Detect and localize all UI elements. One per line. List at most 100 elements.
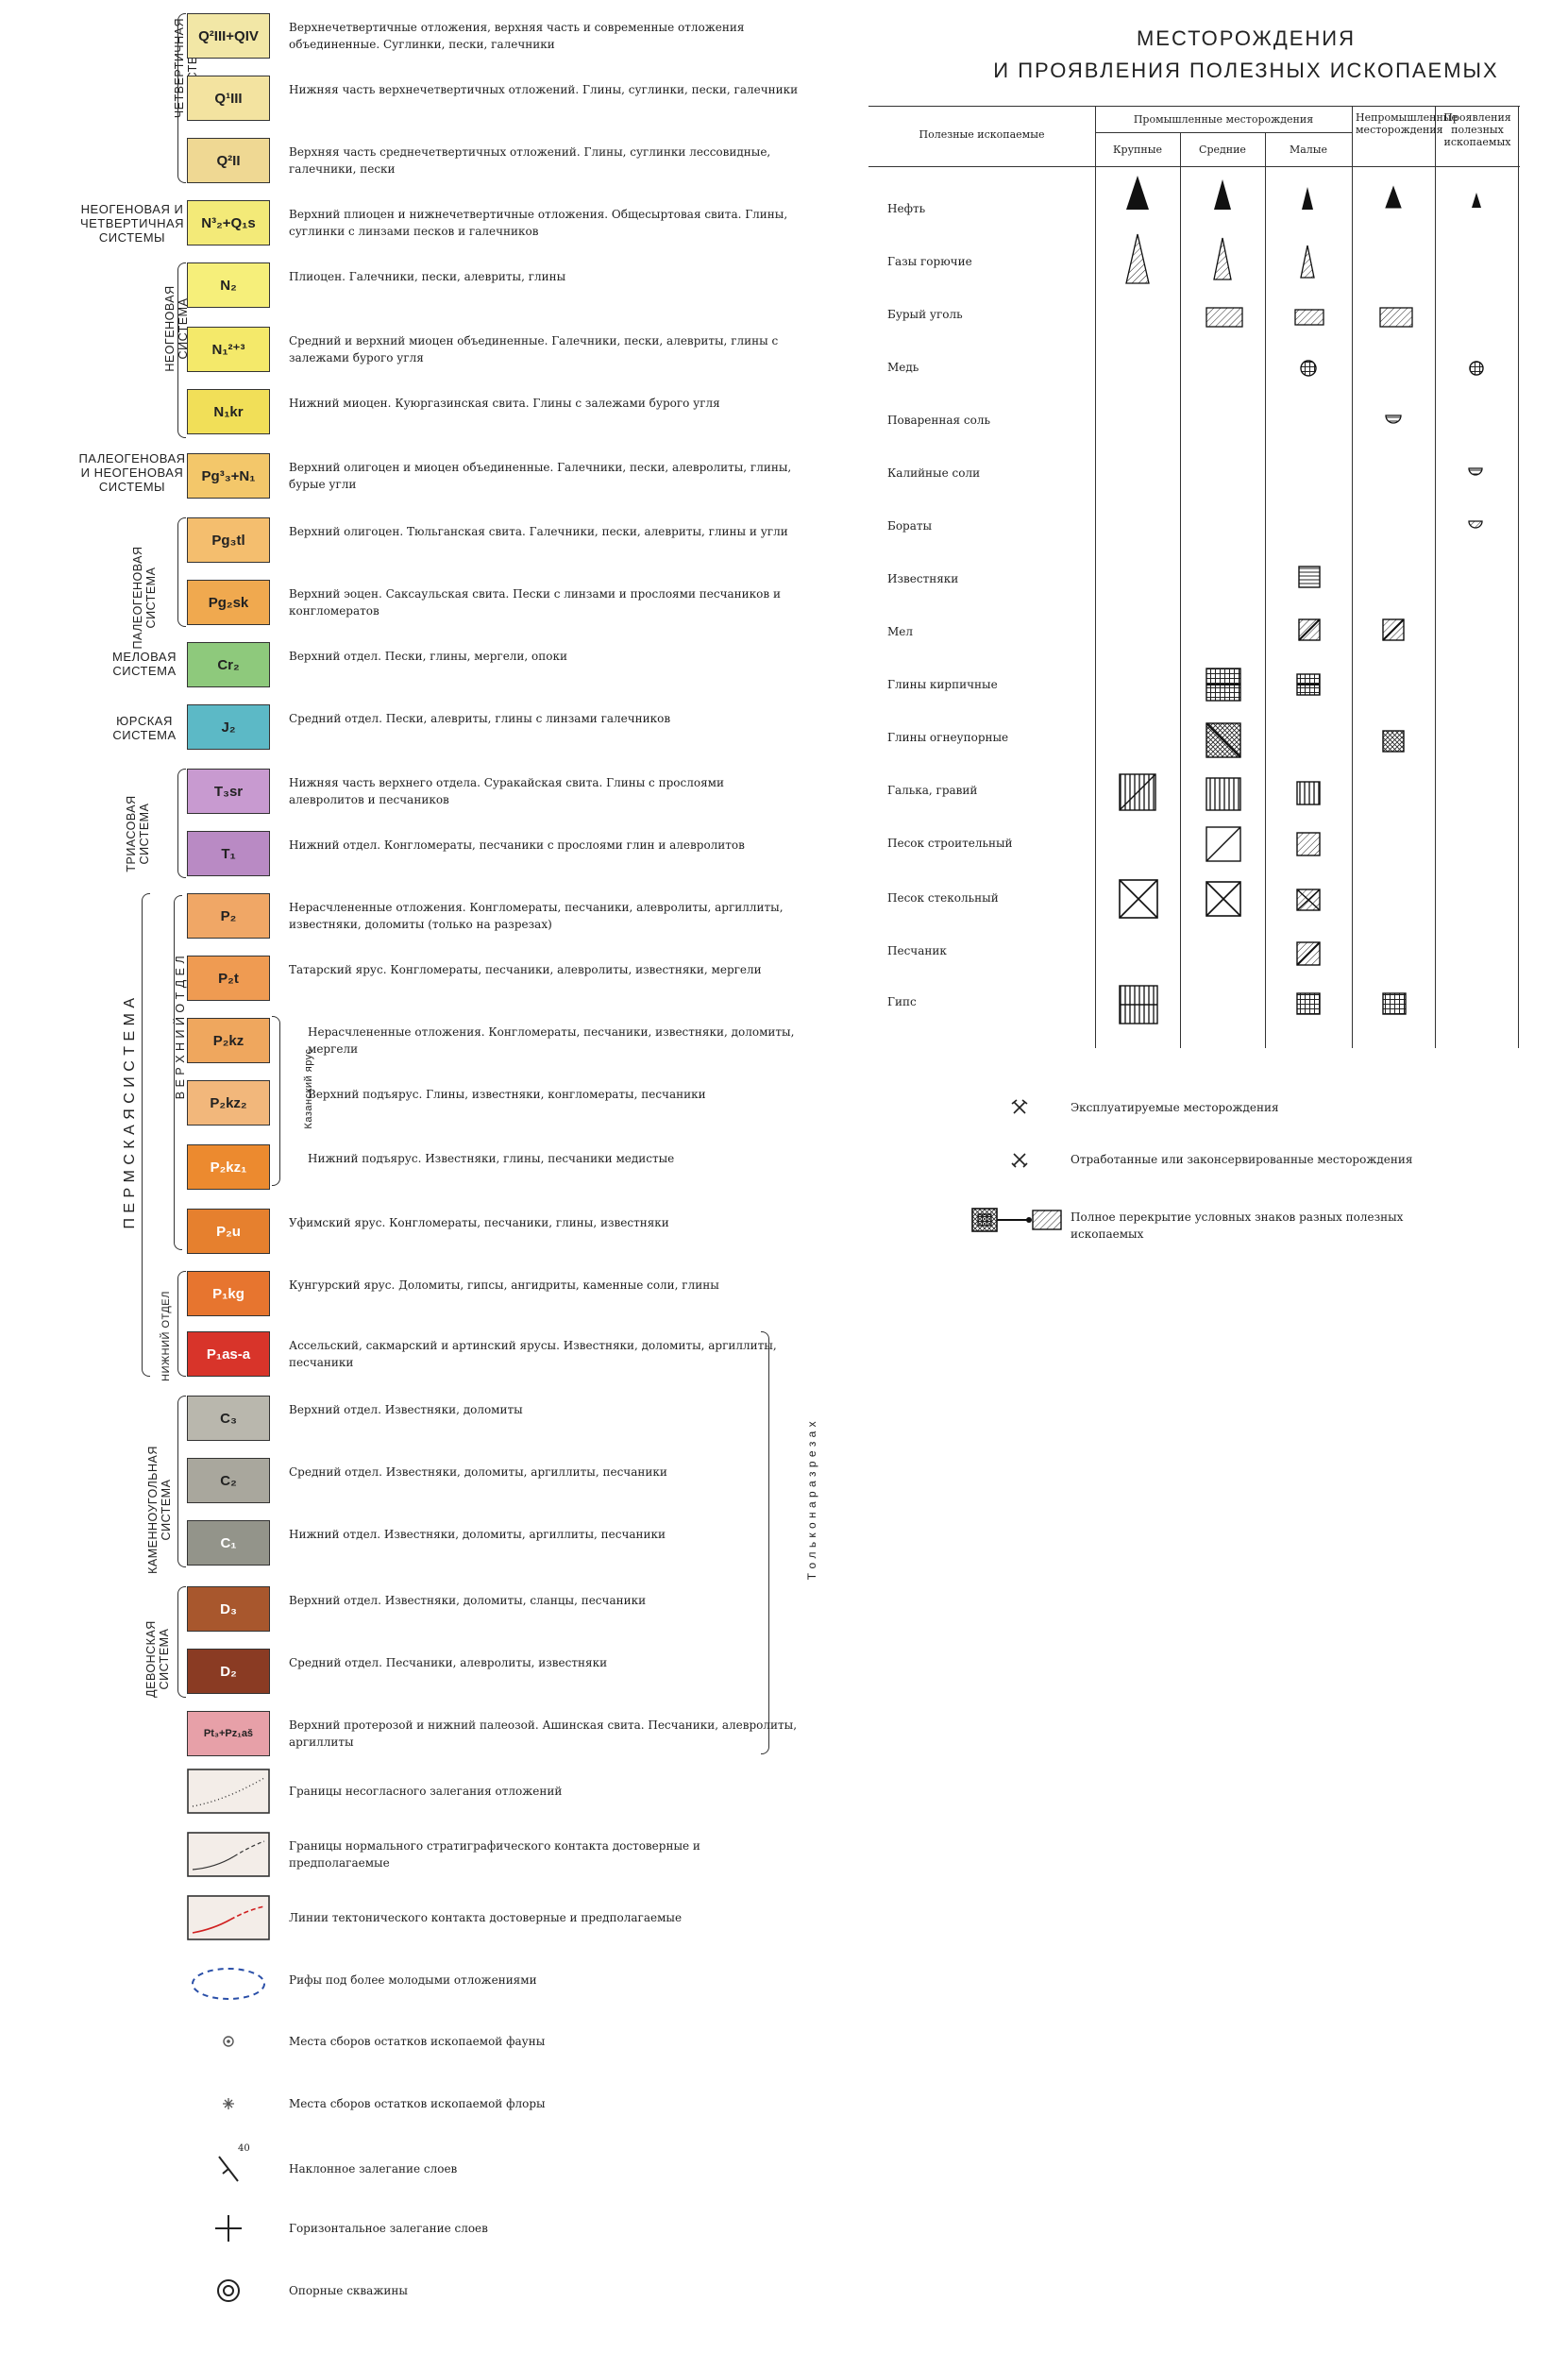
unit-description: Верхний эоцен. Саксаульская свита. Пески… [289, 587, 781, 618]
mineral-row-label: Известняки [887, 572, 959, 585]
fauna-collection-icon [223, 2036, 234, 2047]
unit-description: Верхний олигоцен и миоцен объединенные. … [289, 461, 792, 491]
system-label-paleogene: ПАЛЕОГЕНОВАЯ СИСТЕМА [131, 546, 158, 650]
mineral-row-label: Глины кирпичные [887, 678, 998, 691]
system-label-neogene: НЕОГЕНОВАЯ СИСТЕМА [163, 285, 190, 372]
brace-triassic [177, 769, 186, 878]
mineral-row-label: Песок строительный [887, 837, 1013, 850]
unit-description: Средний отдел. Известняки, доломиты, арг… [289, 1465, 667, 1479]
symbol-desc-flora: Места сборов остатков ископаемой флоры [289, 2097, 546, 2110]
unit-description: Средний и верхний миоцен объединенные. Г… [289, 334, 779, 364]
mineral-row-label: Калийные соли [887, 466, 981, 480]
salt-icon [1385, 415, 1402, 424]
mineral-symbols [1119, 176, 1484, 1024]
col-header-nonindustrial: Непромышленные месторождения [1356, 111, 1458, 136]
mineral-row-label: Глины огнеупорные [887, 731, 1009, 744]
mineral-row-label: Газы горючие [887, 255, 972, 268]
unit-code-box: N₁²⁺³ [187, 327, 270, 372]
symbol-desc-inclined-bedding: Наклонное залегание слоев [289, 2162, 458, 2175]
unit-code-box: N³₂+Q₁s [187, 200, 270, 245]
mineral-row-label: Гипс [887, 995, 917, 1008]
brace-quaternary [177, 13, 186, 183]
unit-code-box: P₂kz₁ [187, 1144, 270, 1190]
symbol-desc-fauna: Места сборов остатков ископаемой фауны [289, 2035, 546, 2048]
mineral-row-label: Мел [887, 625, 914, 638]
overlap-symbol-icon [971, 1208, 1062, 1232]
unit-description: Уфимский ярус. Конгломераты, песчаники, … [289, 1216, 669, 1229]
mineral-row-label: Поваренная соль [887, 414, 991, 427]
symbol-desc-buried-reef: Рифы под более молодыми отложениями [289, 1973, 537, 1987]
brace-permian [142, 893, 150, 1377]
brown-coal-icon [1206, 307, 1413, 328]
brace-kazanian [272, 1016, 280, 1186]
symbol-fauna [187, 2019, 270, 2064]
flora-collection-icon [223, 2098, 234, 2109]
unit-description: Нижняя часть верхнего отдела. Суракайска… [289, 776, 724, 806]
unit-code-box: P₂kz₂ [187, 1080, 270, 1126]
unit-description: Верхний отдел. Пески, глины, мергели, оп… [289, 650, 567, 663]
system-label-devonian: ДЕВОНСКАЯ СИСТЕМА [144, 1620, 171, 1698]
unit-code-box: Q²III+QIV [187, 13, 270, 59]
building-sand-icon [1206, 826, 1321, 862]
symbol-inclined-bedding: 40 [187, 2143, 270, 2189]
brace-devonian [177, 1586, 186, 1698]
inclined-bedding-icon [218, 2156, 239, 2182]
gravel-icon [1119, 773, 1321, 811]
horizontal-bedding-icon [215, 2215, 242, 2242]
system-label-triassic: ТРИАСОВАЯ СИСТЕМА [125, 795, 151, 872]
minerals-title-line2: И ПРОЯВЛЕНИЯ ПОЛЕЗНЫХ ИСКОПАЕМЫХ [993, 59, 1499, 82]
brick-clay-icon [1206, 668, 1321, 702]
potash-icon [1468, 467, 1483, 476]
symbol-desc-normal-contact: Границы нормального стратиграфического к… [289, 1839, 700, 1870]
symbol-desc-borehole: Опорные скважины [289, 2284, 408, 2297]
col-header-industrial: Промышленные месторождения [1133, 113, 1314, 126]
mineral-row-label: Бораты [887, 519, 933, 533]
symbol-buried-reef [187, 1959, 270, 2005]
refractory-clay-icon [1206, 722, 1405, 758]
unit-code-box: T₁ [187, 831, 270, 876]
mineral-row-label: Песок стекольный [887, 891, 999, 905]
unit-description: Верхняя часть среднечетвертичных отложен… [289, 145, 771, 176]
unit-description: Верхнечетвертичные отложения, верхняя ча… [289, 21, 745, 51]
brace-paleogene [177, 517, 186, 627]
system-label-permian: П Е Р М С К А Я С И С Т Е М А [122, 997, 138, 1229]
unit-description: Плиоцен. Галечники, пески, алевриты, гли… [289, 270, 566, 283]
chalk-icon [1298, 618, 1405, 641]
system-label-neogene-quaternary: НЕОГЕНОВАЯ И ЧЕТВЕРТИЧНАЯ СИСТЕМЫ [79, 202, 185, 245]
glass-sand-icon [1119, 879, 1321, 919]
unit-description: Нижний отдел. Конгломераты, песчаники с … [289, 838, 745, 852]
col-header-medium: Средние [1199, 144, 1246, 156]
unit-code-box: Pg₂sk [187, 580, 270, 625]
unit-code-box: P₂kz [187, 1018, 270, 1063]
system-label-carboniferous: КАМЕННОУГОЛЬНАЯ СИСТЕМА [146, 1446, 173, 1574]
oil-icon [1126, 176, 1481, 210]
unit-code-box: D₂ [187, 1649, 270, 1694]
tectonic-contact-icon [187, 1895, 270, 1940]
unit-description: Средний отдел. Пески, алевриты, глины с … [289, 712, 671, 725]
unit-description: Нерасчлененные отложения. Конгломераты, … [308, 1025, 795, 1056]
unit-description: Средний отдел. Песчаники, алевролиты, из… [289, 1656, 608, 1669]
sections-only-label: Т о л ь к о н а р а з р е з а х [805, 1420, 818, 1581]
unit-code-box: P₂ [187, 893, 270, 939]
unit-description: Нижний миоцен. Куюргазинская свита. Глин… [289, 397, 720, 410]
symbol-flora [187, 2081, 270, 2126]
limestone-icon [1298, 566, 1321, 588]
col-header-occurrences: Проявления полезных ископаемых [1443, 111, 1511, 148]
sandstone-icon [1296, 941, 1321, 966]
worked-out-deposit-icon [1011, 1153, 1028, 1168]
unit-description: Нерасчлененные отложения. Конгломераты, … [289, 901, 784, 931]
series-label-lower: НИЖНИЙ ОТДЕЛ [160, 1291, 172, 1381]
unit-description: Верхний отдел. Известняки, доломиты [289, 1403, 523, 1416]
col-header-small: Малые [1289, 144, 1328, 156]
unit-code-box: Pg₃tl [187, 517, 270, 563]
symbol-horizontal-bedding [187, 2206, 270, 2251]
unit-description: Верхний олигоцен. Тюльганская свита. Гал… [289, 525, 788, 538]
unit-code-box: P₁as-a [187, 1331, 270, 1377]
col-header-large: Крупные [1113, 144, 1162, 156]
unit-description: Нижний подъярус. Известняки, глины, песч… [308, 1152, 675, 1165]
mineral-row-label: Галька, гравий [887, 784, 978, 797]
legend-text-overlap: Полное перекрытие условных знаков разных… [1071, 1210, 1404, 1241]
symbol-borehole [187, 2268, 270, 2313]
mineral-row-label: Нефть [887, 202, 926, 215]
unit-code-box: C₃ [187, 1396, 270, 1441]
